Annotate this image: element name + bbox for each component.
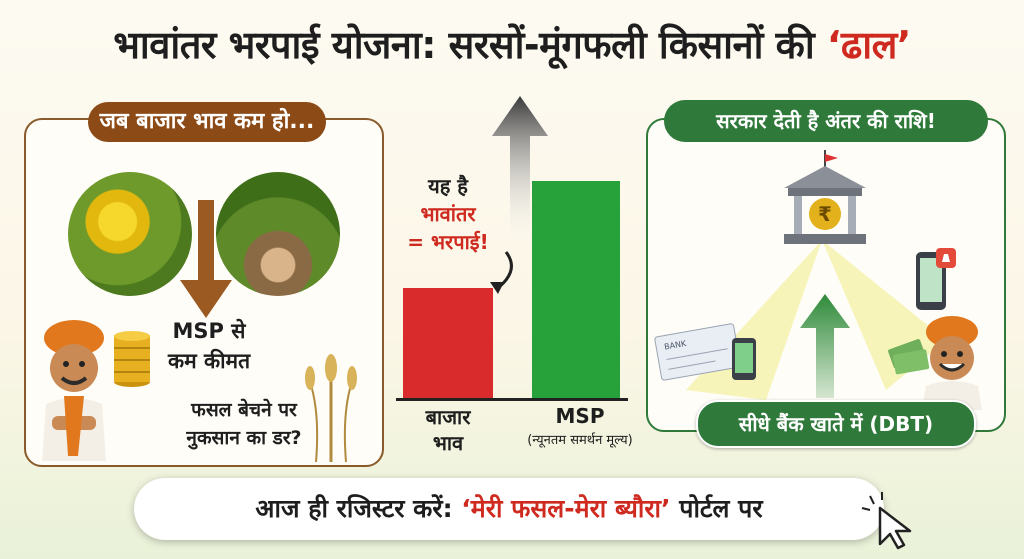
register-cta[interactable]: आज ही रजिस्टर करें: ‘मेरी फसल-मेरा ब्यौर… bbox=[134, 478, 884, 540]
msp-line1: MSP से bbox=[172, 319, 246, 343]
peanut-photo bbox=[216, 172, 340, 296]
cheque-text: BANK bbox=[664, 339, 688, 352]
msp-line2: कम कीमत bbox=[167, 349, 251, 373]
diff-line1: यह है bbox=[428, 174, 468, 198]
title-accent: ‘ढाल’ bbox=[826, 23, 911, 67]
difference-label: यह है भावांतर = भरपाई! bbox=[378, 172, 518, 256]
cheque-icon: BANK bbox=[654, 323, 756, 381]
cursor-icon bbox=[861, 492, 912, 550]
chart-baseline bbox=[396, 398, 628, 401]
loss-line2: नुकसान का डर? bbox=[186, 427, 302, 449]
happy-farmer-icon bbox=[888, 316, 982, 410]
bazaar-line1: बाजार bbox=[425, 405, 471, 429]
mustard-photo bbox=[68, 172, 192, 296]
cta-accent: ‘मेरी फसल-मेरा ब्यौरा’ bbox=[461, 494, 671, 523]
bar-bazaar-bhav bbox=[403, 288, 493, 398]
category-msp-sub: (न्यूनतम समर्थन मूल्य) bbox=[527, 433, 633, 448]
category-bazaar-bhav: बाजार भाव bbox=[400, 404, 496, 456]
page-title: भावांतर भरपाई योजना: सरसों-मूंगफली किसान… bbox=[0, 18, 1024, 70]
loss-text: फसल बेचने पर नुकसान का डर? bbox=[144, 396, 344, 452]
rupee-symbol: ₹ bbox=[818, 202, 832, 226]
left-panel-header: जब बाजार भाव कम हो... bbox=[88, 102, 326, 142]
down-arrow-icon bbox=[180, 200, 232, 318]
coins-icon bbox=[114, 331, 150, 387]
diff-line2: भावांतर bbox=[420, 202, 476, 226]
curved-arrow-icon bbox=[490, 251, 513, 294]
loss-line1: फसल बेचने पर bbox=[191, 399, 297, 421]
category-msp: MSP bbox=[555, 404, 605, 428]
dbt-pill: सीधे बैंक खाते में (DBT) bbox=[696, 400, 976, 448]
bazaar-line2: भाव bbox=[432, 431, 464, 455]
cta-main: आज ही रजिस्टर करें: bbox=[255, 494, 462, 523]
bar-msp bbox=[532, 181, 620, 398]
green-up-arrow-icon bbox=[800, 294, 850, 398]
title-main: भावांतर भरपाई योजना: सरसों-मूंगफली किसान… bbox=[113, 23, 827, 67]
cta-tail: पोर्टल पर bbox=[670, 494, 763, 523]
phone-icon bbox=[916, 248, 956, 310]
farmer-icon bbox=[42, 320, 106, 461]
left-panel: जब बाजार भाव कम हो... MSP से कम कीमत फसल… bbox=[24, 102, 384, 467]
bank-icon: ₹ bbox=[784, 150, 866, 244]
up-arrow-icon bbox=[492, 96, 548, 246]
msp-text: MSP से कम कीमत bbox=[144, 316, 274, 376]
right-panel-header: सरकार देती है अंतर की राशि! bbox=[664, 100, 988, 142]
wheat-icon bbox=[305, 354, 357, 462]
diff-line3: = भरपाई! bbox=[407, 230, 489, 254]
